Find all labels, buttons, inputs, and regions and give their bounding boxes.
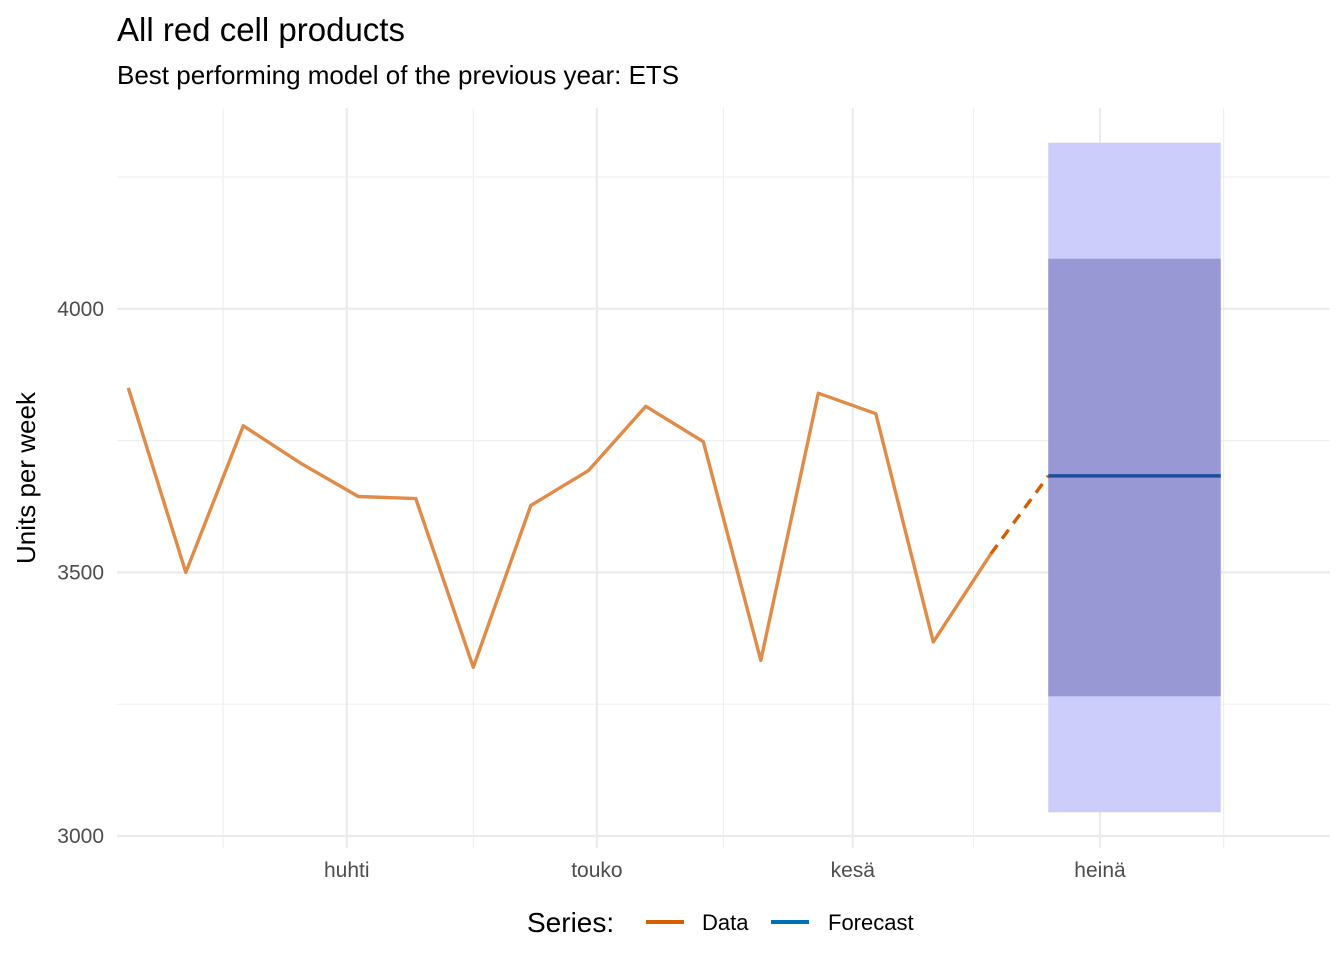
legend: Series: Data Forecast xyxy=(527,907,914,938)
legend-title: Series: xyxy=(527,907,614,938)
y-tick-label-1: 3500 xyxy=(57,561,104,584)
x-tick-label-0: huhti xyxy=(324,859,370,882)
series-line-1 xyxy=(989,474,1050,555)
x-axis-ticks: huhti touko kesä heinä xyxy=(324,859,1126,882)
chart-subtitle: Best performing model of the previous ye… xyxy=(117,60,679,90)
y-axis-label: Units per week xyxy=(11,391,41,564)
y-tick-label-2: 4000 xyxy=(57,298,104,321)
series-line-0 xyxy=(126,387,993,669)
x-tick-label-3: heinä xyxy=(1074,859,1126,882)
legend-label-data: Data xyxy=(702,910,749,935)
y-tick-label-0: 3000 xyxy=(57,825,104,848)
x-tick-label-1: touko xyxy=(571,859,622,882)
legend-label-forecast: Forecast xyxy=(828,910,914,935)
series-lines xyxy=(126,387,1221,669)
minor-gridlines xyxy=(117,108,1330,848)
y-axis-ticks: 3000 3500 4000 xyxy=(57,298,104,848)
x-tick-label-2: kesä xyxy=(831,859,876,882)
chart-title: All red cell products xyxy=(117,11,405,48)
